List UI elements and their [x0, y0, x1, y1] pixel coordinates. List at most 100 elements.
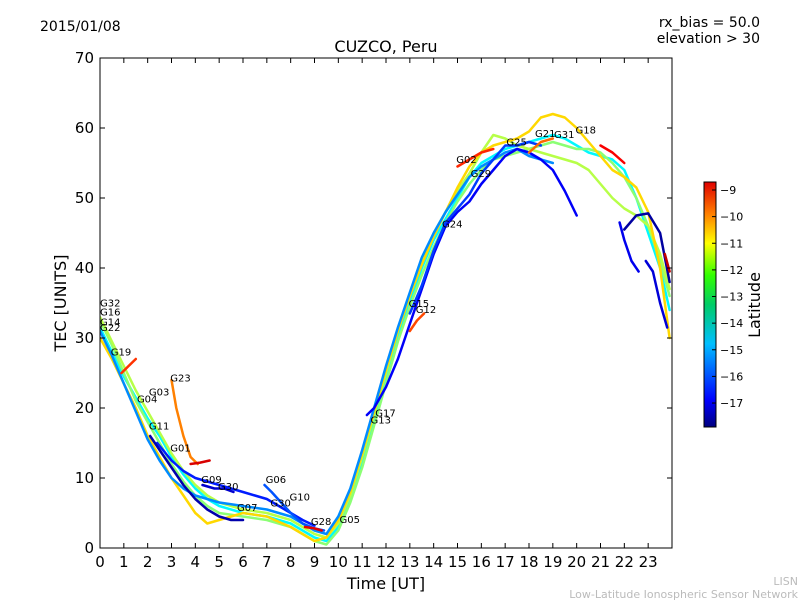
colorbar-tick-label: −14 — [720, 317, 743, 330]
y-axis-label: TEC [UNITS] — [51, 255, 70, 353]
tec-series-1 — [100, 140, 671, 546]
satellite-label: G12 — [416, 305, 436, 316]
tec-series-22 — [303, 525, 323, 532]
date-label: 2015/01/08 — [40, 19, 121, 35]
satellite-label: G30 — [270, 499, 290, 510]
x-tick-label: 16 — [472, 553, 491, 571]
tec-series-16 — [189, 459, 211, 466]
x-tick-label: 8 — [286, 553, 296, 571]
colorbar-tick-label: −13 — [720, 291, 743, 304]
satellite-label: G02 — [456, 155, 476, 166]
colorbar-tick-label: −9 — [720, 184, 736, 197]
x-tick-label: 20 — [567, 553, 586, 571]
satellite-label: G05 — [340, 515, 360, 526]
satellite-label: G23 — [170, 373, 190, 384]
tec-series-7 — [201, 483, 235, 494]
satellite-label: G25 — [506, 138, 526, 149]
elevation-label: elevation > 30 — [657, 31, 760, 47]
x-tick-label: 10 — [329, 553, 348, 571]
tec-series-14 — [120, 357, 138, 375]
tec-series-11 — [623, 212, 671, 284]
satellite-label: G16 — [100, 308, 120, 319]
tec-series-17 — [408, 312, 426, 333]
satellite-label: G24 — [442, 219, 462, 230]
tec-series-20 — [599, 144, 626, 165]
credit-line2: Low-Latitude Ionospheric Sensor Network — [569, 588, 798, 600]
y-tick-label: 50 — [75, 189, 94, 207]
satellite-label: G15 — [409, 299, 429, 310]
tec-series-19 — [527, 137, 555, 154]
satellite-label: G03 — [149, 387, 169, 398]
satellite-label: G01 — [170, 443, 190, 454]
x-tick-label: 0 — [95, 553, 105, 571]
x-tick-label: 18 — [519, 553, 538, 571]
colorbar — [703, 181, 717, 428]
series-layer — [100, 112, 671, 546]
colorbar-tick-label: −15 — [720, 344, 743, 357]
y-axis: 0 10 20 30 40 50 60 70 — [75, 49, 672, 557]
bias-label: rx_bias = 50.0 — [659, 15, 760, 31]
colorbar-tick-label: −12 — [720, 264, 743, 277]
colorbar-tick-label: −11 — [720, 237, 743, 250]
x-tick-label: 3 — [167, 553, 177, 571]
satellite-label: G04 — [137, 394, 157, 405]
x-tick-label: 4 — [191, 553, 201, 571]
tec-series-10 — [408, 140, 543, 315]
x-tick-label: 7 — [262, 553, 272, 571]
plot-area — [100, 58, 672, 548]
tec-series-15 — [170, 378, 199, 466]
y-tick-label: 60 — [75, 119, 94, 137]
satellite-labels: G32G16G14G22G19G23G03G04G11G01G09G30G06G… — [100, 126, 596, 528]
colorbar-tick-label: −17 — [720, 397, 743, 410]
x-tick-label: 5 — [214, 553, 224, 571]
y-tick-label: 70 — [75, 49, 94, 67]
y-tick-label: 20 — [75, 399, 94, 417]
x-tick-label: 22 — [615, 553, 634, 571]
tec-series-12 — [618, 221, 640, 273]
satellite-label: G32 — [100, 299, 120, 310]
colorbar-tick-label: −16 — [720, 370, 743, 383]
tec-series-6 — [148, 434, 245, 522]
satellite-label: G21 — [535, 129, 555, 140]
tec-series-18 — [456, 147, 495, 168]
satellite-label: G29 — [471, 169, 491, 180]
x-axis: 0 1 2 3 4 5 6 7 8 9 10 11 12 13 14 15 16 17 18 19 20 21 22 23 — [95, 58, 658, 571]
x-tick-label: 1 — [119, 553, 129, 571]
x-tick-label: 23 — [639, 553, 658, 571]
satellite-label: G14 — [100, 317, 120, 328]
satellite-label: G07 — [237, 503, 257, 514]
colorbar-label: Latitude — [745, 272, 764, 338]
y-tick-label: 0 — [84, 539, 94, 557]
satellite-label: G22 — [100, 323, 120, 334]
satellite-label: G17 — [375, 408, 395, 419]
tec-series-13 — [644, 259, 669, 329]
y-tick-label: 30 — [75, 329, 94, 347]
tec-series-4 — [100, 147, 555, 536]
x-tick-label: 11 — [353, 553, 372, 571]
satellite-label: G11 — [149, 422, 169, 433]
x-tick-label: 15 — [448, 553, 467, 571]
x-tick-label: 9 — [310, 553, 320, 571]
y-tick-label: 40 — [75, 259, 94, 277]
x-tick-label: 12 — [376, 553, 395, 571]
satellite-label: G18 — [575, 126, 595, 137]
satellite-label: G30 — [218, 482, 238, 493]
satellite-label: G10 — [289, 492, 309, 503]
x-axis-label: Time [UT] — [346, 574, 425, 593]
x-tick-label: 19 — [543, 553, 562, 571]
satellite-label: G31 — [554, 130, 574, 141]
x-tick-label: 13 — [400, 553, 419, 571]
x-tick-label: 6 — [238, 553, 248, 571]
satellite-label: G28 — [311, 517, 331, 528]
credit-line1: LISN — [773, 575, 798, 588]
tec-series-21 — [663, 252, 671, 273]
satellite-label: G19 — [111, 348, 131, 359]
y-tick-label: 10 — [75, 469, 94, 487]
x-tick-label: 14 — [424, 553, 443, 571]
satellite-label: G13 — [371, 415, 391, 426]
satellite-label: G09 — [201, 475, 221, 486]
colorbar-ticks: −9 −10 −11 −12 −13 −14 −15 −16 −17 — [712, 184, 743, 410]
x-tick-label: 17 — [496, 553, 515, 571]
colorbar-tick-label: −10 — [720, 211, 743, 224]
